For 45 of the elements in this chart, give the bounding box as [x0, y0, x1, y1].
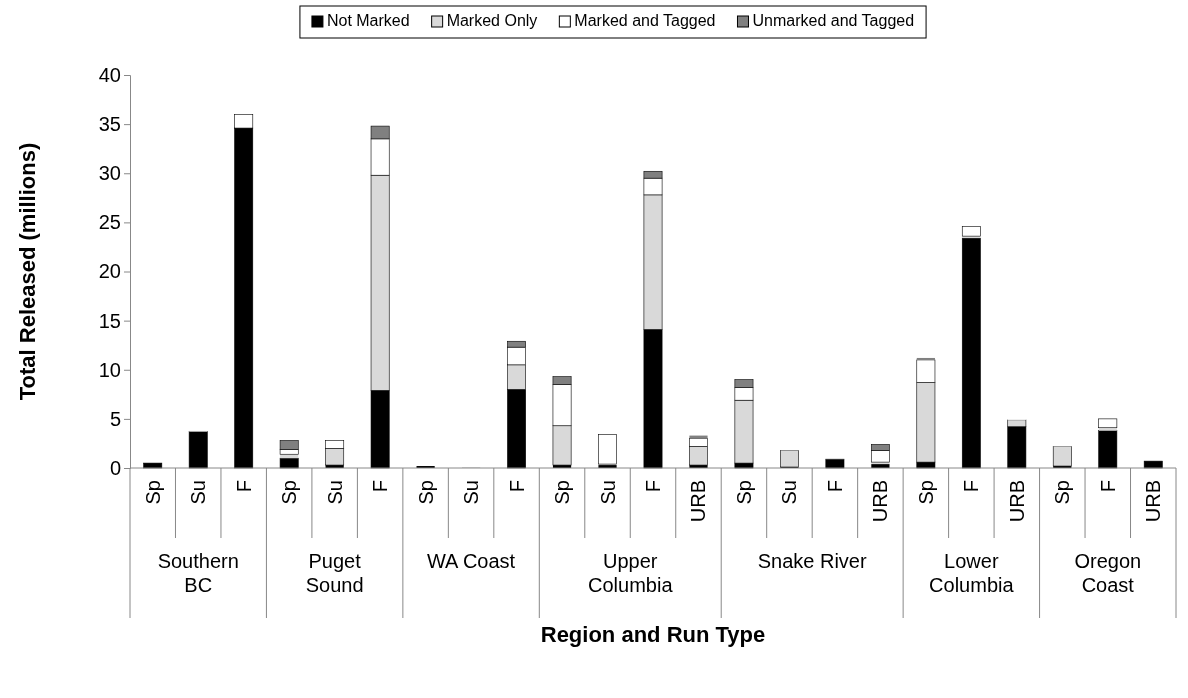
x-tick-label: Sp	[732, 480, 755, 505]
text: Puget Sound	[305, 550, 364, 596]
text: Southern BC	[157, 550, 239, 596]
x-tick-label: Su	[596, 480, 619, 505]
x-tick-label: Su	[778, 480, 801, 505]
x-tick-label: Sp	[141, 480, 164, 505]
x-tick-label: Sp	[1051, 480, 1074, 505]
y-tick-label: 10	[98, 358, 121, 381]
legend-label: Marked Only	[446, 12, 538, 29]
x-tick-label: F	[823, 480, 846, 493]
x-tick-label: F	[232, 480, 255, 493]
x-tick-label: URB	[1142, 480, 1165, 523]
x-tick-label: URB	[869, 480, 892, 523]
y-tick-label: 5	[109, 407, 121, 430]
x-tick-label: F	[642, 480, 664, 493]
text: Upper Columbia	[588, 550, 674, 596]
legend-label: Marked and Tagged	[574, 12, 716, 29]
x-tick-label: F	[505, 480, 528, 493]
x-tick-label: Su	[187, 480, 210, 505]
y-tick-label: 0	[109, 456, 121, 479]
x-tick-label: F	[1096, 480, 1119, 493]
x-tick-label: F	[960, 480, 983, 493]
x-tick-label: URB	[687, 480, 710, 523]
text: WA Coast	[426, 550, 516, 572]
x-tick-label: Sp	[914, 480, 937, 505]
legend-label: Not Marked	[326, 12, 410, 29]
x-tick-label: Su	[460, 480, 483, 505]
x-tick-label: Sp	[414, 480, 437, 505]
y-tick-label: 35	[98, 113, 121, 136]
x-tick-label: Sp	[551, 480, 574, 505]
x-axis-title: Region and Run Type	[540, 622, 766, 647]
y-tick-label: 15	[98, 309, 121, 332]
y-tick-label: 40	[98, 63, 121, 86]
y-tick-label: 25	[98, 211, 121, 234]
x-tick-label: Sp	[278, 480, 301, 505]
x-tick-label: URB	[1005, 480, 1028, 523]
text: Lower Columbia	[929, 550, 1015, 596]
text: Oregon Coast	[1074, 550, 1142, 596]
y-axis-title: Total Released (millions)	[15, 142, 40, 401]
x-tick-label: Su	[323, 480, 346, 505]
x-tick-label: F	[369, 480, 392, 493]
y-tick-label: 30	[98, 162, 121, 185]
y-tick-label: 20	[98, 260, 121, 283]
text: Snake River	[757, 550, 867, 572]
legend-label: Unmarked and Tagged	[752, 12, 915, 29]
